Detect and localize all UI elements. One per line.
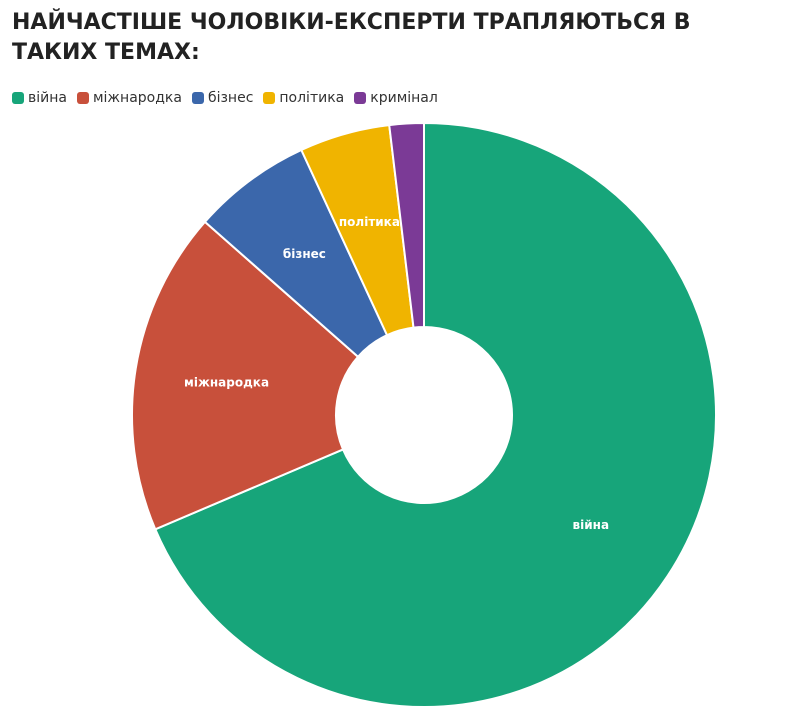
legend-label: міжнародка (92, 90, 182, 106)
chart-title: НАЙЧАСТІШЕ ЧОЛОВІКИ-ЕКСПЕРТИ ТРАПЛЯЮТЬСЯ… (12, 10, 691, 65)
legend-label: бізнес (207, 90, 254, 106)
legend: війна міжнародка бізнес політика кримінал (12, 90, 438, 106)
legend-item[interactable]: війна (12, 90, 67, 106)
legend-swatch (263, 92, 276, 104)
legend-item[interactable]: бізнес (191, 90, 254, 106)
slice (388, 121, 425, 329)
slice (131, 220, 360, 531)
slice-label: міжнародка (184, 376, 269, 390)
legend-item[interactable]: міжнародка (76, 90, 182, 106)
slice-label: бізнес (283, 247, 326, 261)
legend-item[interactable]: політика (263, 90, 344, 106)
slice-label: політика (339, 215, 400, 229)
slice (153, 121, 717, 708)
legend-swatch (354, 92, 367, 104)
legend-swatch (76, 92, 89, 104)
slice-label: війна (573, 518, 610, 532)
legend-item[interactable]: кримінал (354, 90, 438, 106)
legend-swatch (191, 92, 204, 104)
legend-label: війна (28, 90, 67, 106)
legend-swatch (12, 92, 24, 104)
legend-label: політика (279, 90, 345, 106)
legend-label: кримінал (370, 90, 438, 106)
